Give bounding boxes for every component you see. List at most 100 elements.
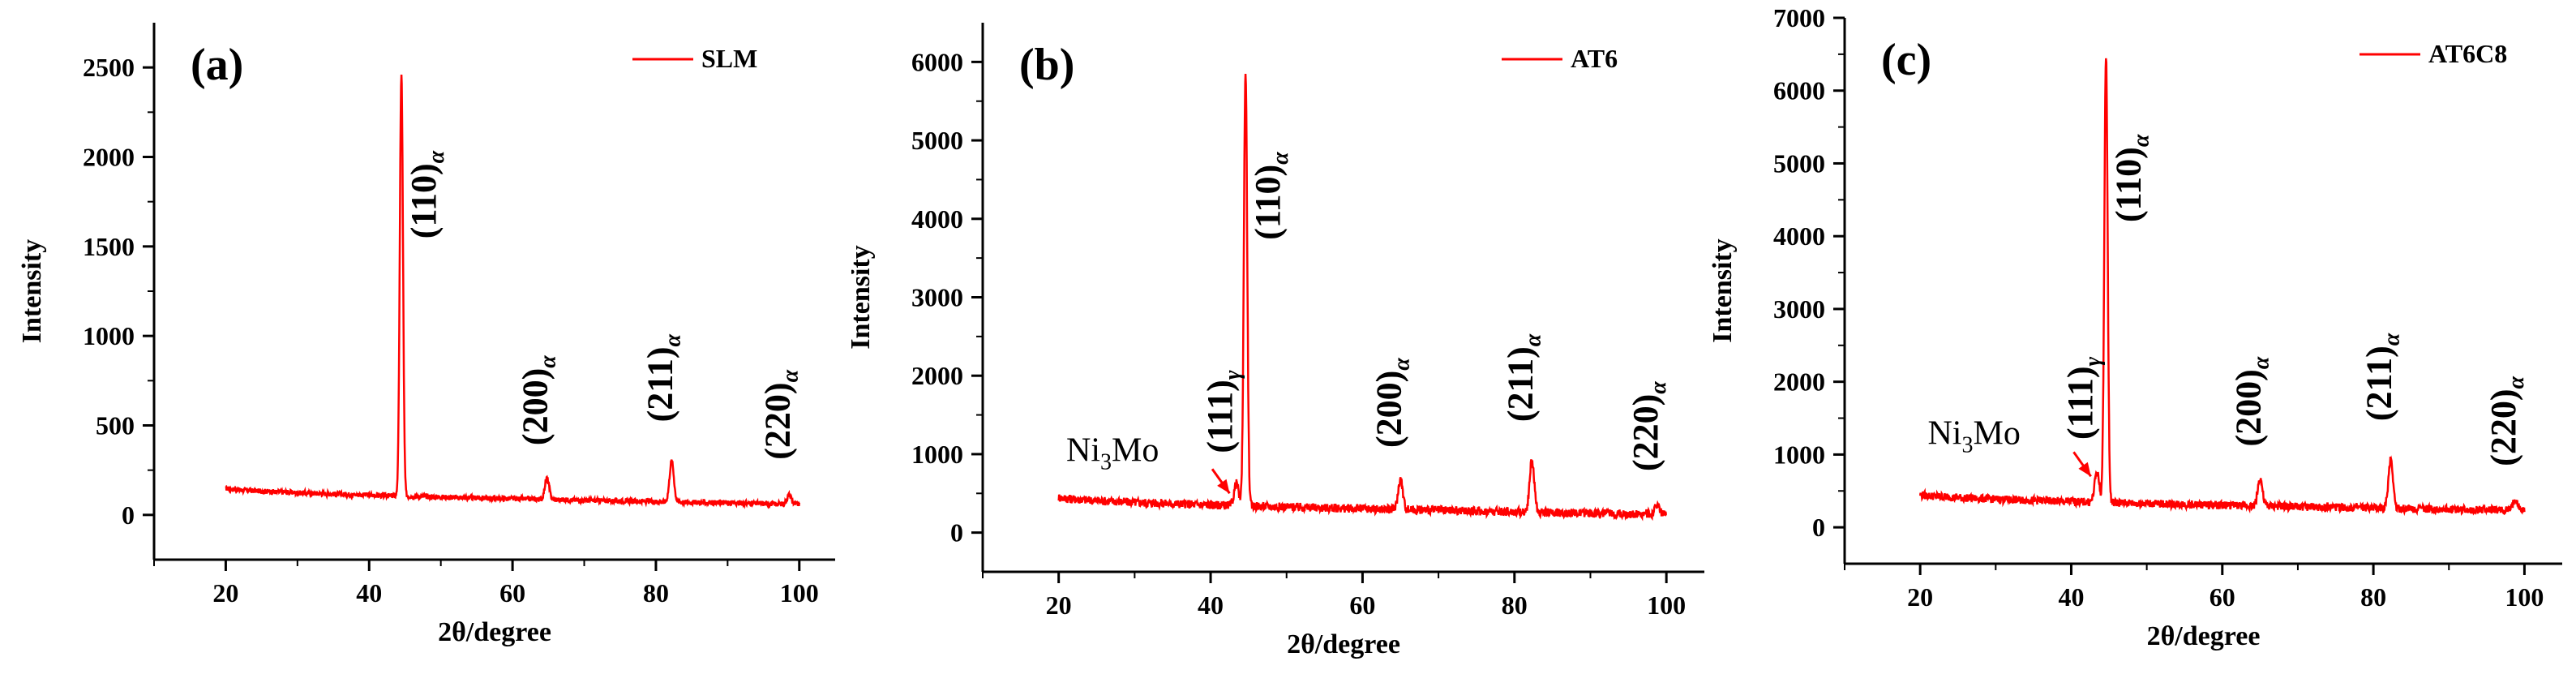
y-tick-label: 6000: [1773, 76, 1825, 105]
x-axis-title: 2θ/degree: [1287, 629, 1400, 659]
peak-miller-index: (111): [1200, 380, 1240, 453]
x-tick-label: 60: [499, 578, 525, 608]
x-tick-label: 100: [2505, 582, 2544, 612]
y-tick-label: 4000: [911, 204, 963, 234]
data-series-line: [1057, 74, 1668, 522]
phase-name: Ni: [1927, 414, 1961, 452]
phase-subscript: 3: [1100, 449, 1112, 474]
peak-miller-index: (110): [2108, 147, 2148, 222]
data-series-line: [1918, 58, 2526, 517]
peak-label: (200)α: [1369, 358, 1414, 448]
peak-miller-index: (110): [1248, 165, 1288, 240]
peak-miller-index: (200): [1369, 371, 1408, 448]
peak-miller-index: (220): [1626, 394, 1665, 471]
legend-label: SLM: [701, 44, 757, 73]
xrd-chart-at6c8: 20 40 60 80 10001000200030004000500060007000…: [1708, 3, 2562, 651]
y-tick-label: 0: [1812, 513, 1825, 542]
peak-phase-subscript: α: [1268, 152, 1293, 165]
xrd-chart-slm: 20 40 60 80 100050010001500200025002θ/degree…: [17, 23, 835, 647]
x-tick-label: 60: [2210, 582, 2235, 612]
peak-miller-index: (200): [2228, 369, 2268, 446]
peak-miller-index: (110): [404, 163, 444, 238]
peak-label: (110)α: [404, 150, 449, 238]
y-tick-label: 1000: [83, 321, 135, 350]
peak-label: (220)α: [1626, 381, 1671, 471]
phase-suffix: Mo: [1973, 414, 2020, 452]
y-tick-label: 5000: [1773, 148, 1825, 178]
peak-label: (211)α: [2360, 333, 2405, 421]
y-axis-title: Intensity: [1708, 238, 1738, 342]
peak-miller-index: (200): [516, 368, 555, 445]
peak-label: (211)α: [640, 334, 685, 423]
x-tick-label: 60: [1349, 590, 1375, 620]
panel-label: (c): [1881, 35, 1931, 85]
annotation-arrowhead: [1217, 479, 1230, 494]
y-axis-title: Intensity: [17, 239, 47, 343]
xrd-chart-at6: 20 40 60 80 10001000200030004000500060002θ/d…: [851, 23, 1704, 659]
y-tick-label: 7000: [1773, 3, 1825, 32]
y-tick-label: 1000: [1773, 440, 1825, 469]
peak-label: (110)α: [2108, 134, 2154, 222]
peak-miller-index: (211): [2360, 346, 2399, 421]
peak-miller-index: (211): [640, 347, 679, 423]
peak-phase-subscript: α: [1520, 333, 1545, 346]
peak-phase-subscript: α: [660, 334, 685, 347]
panel-label: (b): [1019, 40, 1074, 90]
y-tick-label: 3000: [911, 283, 963, 312]
x-tick-label: 80: [1502, 590, 1528, 620]
peak-phase-subscript: α: [2248, 356, 2274, 369]
x-tick-label: 40: [2058, 582, 2084, 612]
peak-label: (200)α: [2228, 356, 2274, 446]
peak-phase-subscript: γ: [1220, 370, 1245, 380]
x-tick-label: 20: [212, 578, 238, 608]
x-axis-title: 2θ/degree: [2147, 621, 2261, 651]
y-tick-label: 6000: [911, 47, 963, 76]
peak-phase-subscript: α: [424, 150, 449, 163]
peak-label: (211)α: [1500, 333, 1545, 422]
peak-label: (220)α: [2484, 376, 2529, 466]
x-tick-label: 100: [780, 578, 819, 608]
peak-phase-subscript: α: [778, 369, 803, 382]
peak-label: (220)α: [757, 369, 803, 459]
y-tick-label: 2500: [83, 53, 135, 82]
peak-label: (111)γ: [2060, 356, 2106, 439]
legend-label: AT6: [1571, 44, 1618, 73]
peak-phase-subscript: α: [1646, 381, 1671, 394]
x-tick-label: 80: [643, 578, 669, 608]
phase-annotation: Ni3Mo: [1066, 432, 1159, 474]
peak-miller-index: (111): [2060, 366, 2100, 439]
y-tick-label: 1000: [911, 440, 963, 469]
y-tick-label: 5000: [911, 126, 963, 155]
x-tick-label: 40: [356, 578, 382, 608]
peak-label: (200)α: [516, 355, 561, 445]
phase-annotation: Ni3Mo: [1927, 414, 2020, 457]
peak-phase-subscript: γ: [2081, 356, 2106, 366]
peak-miller-index: (211): [1500, 346, 1540, 422]
y-tick-label: 0: [122, 500, 135, 530]
x-tick-label: 20: [1046, 590, 1072, 620]
y-tick-label: 3000: [1773, 294, 1825, 324]
legend-label: AT6C8: [2428, 39, 2507, 68]
peak-label: (110)α: [1248, 152, 1293, 240]
x-tick-label: 20: [1907, 582, 1933, 612]
y-tick-label: 2000: [911, 361, 963, 390]
y-tick-label: 2000: [1773, 367, 1825, 397]
phase-name: Ni: [1066, 432, 1100, 469]
y-tick-label: 0: [950, 518, 963, 547]
peak-phase-subscript: α: [2380, 333, 2405, 346]
x-tick-label: 100: [1647, 590, 1686, 620]
y-tick-label: 1500: [83, 232, 135, 261]
x-tick-label: 80: [2360, 582, 2386, 612]
phase-suffix: Mo: [1112, 432, 1159, 469]
phase-subscript: 3: [1961, 432, 1973, 457]
x-tick-label: 40: [1198, 590, 1224, 620]
y-axis-title: Intensity: [851, 245, 876, 349]
data-series-line: [225, 74, 801, 509]
x-axis-title: 2θ/degree: [438, 617, 551, 647]
peak-phase-subscript: α: [1389, 358, 1414, 371]
panel-label: (a): [191, 40, 243, 90]
peak-phase-subscript: α: [2128, 134, 2154, 147]
peak-label: (111)γ: [1200, 370, 1245, 453]
annotation-arrowhead: [2078, 462, 2091, 477]
y-tick-label: 500: [96, 411, 135, 440]
